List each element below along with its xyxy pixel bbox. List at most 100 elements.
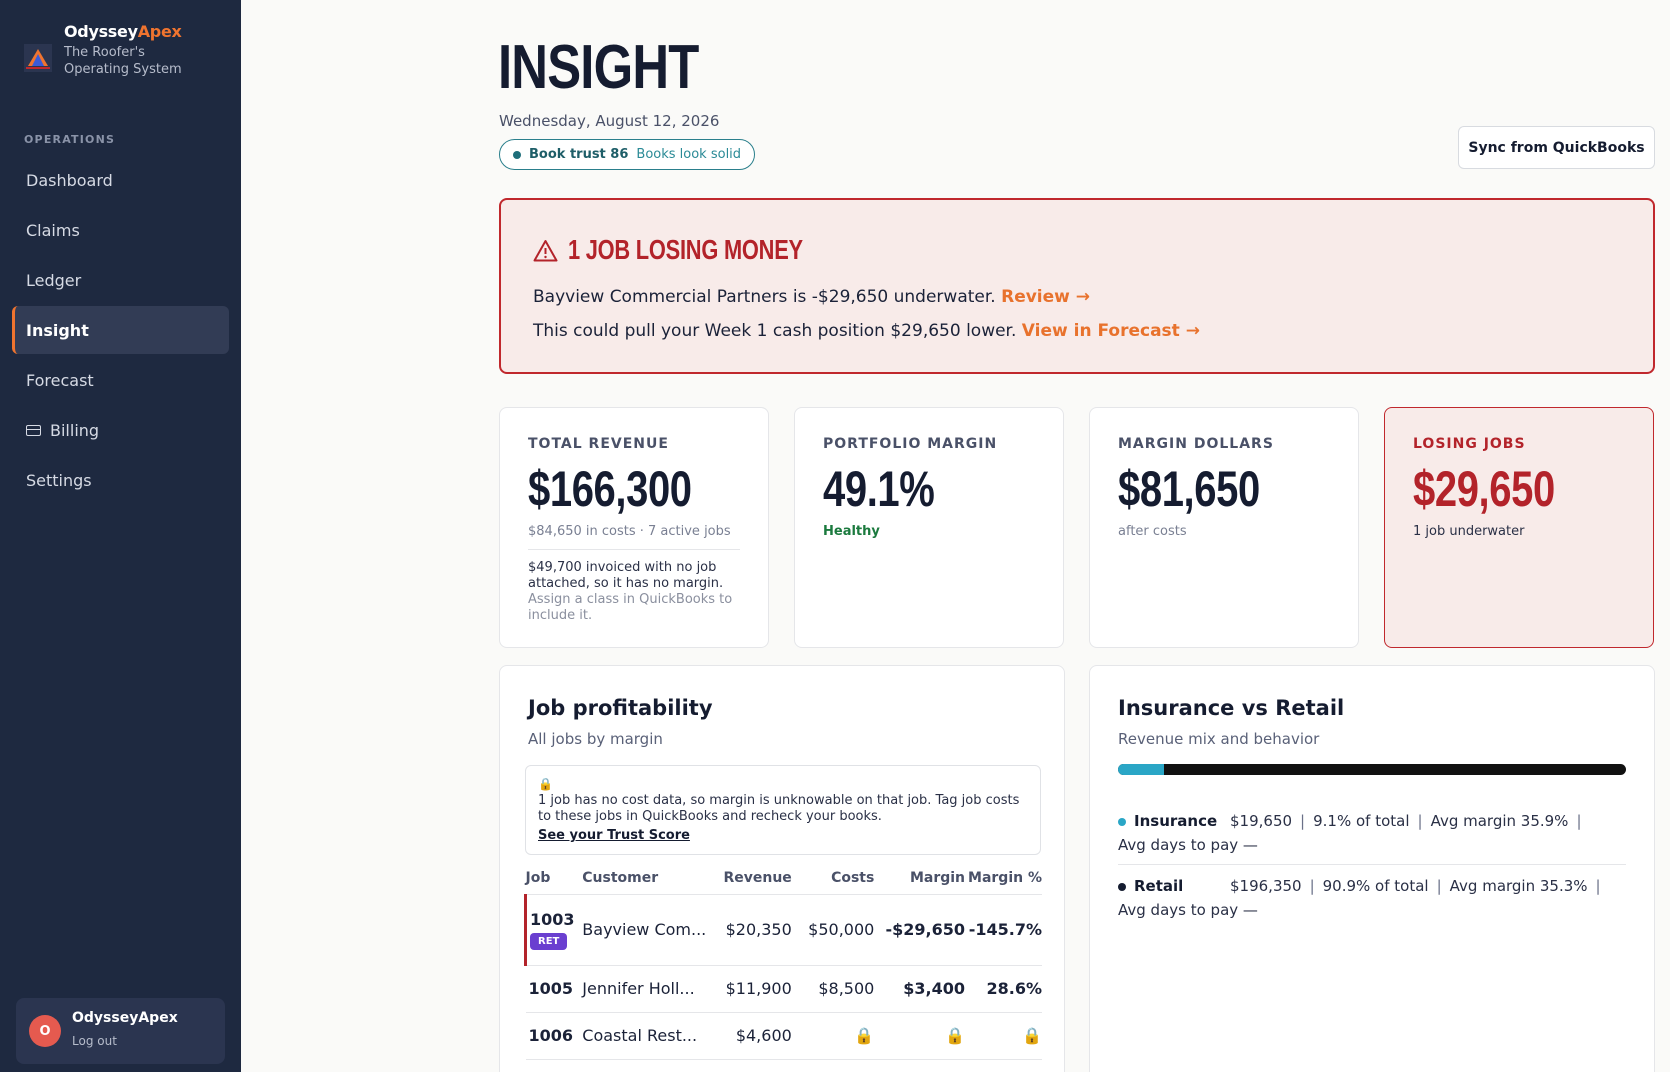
insurance-retail-panel: Insurance vs Retail Revenue mix and beha… — [1089, 665, 1655, 1072]
alert-title: 1 JOB LOSING MONEY — [533, 234, 869, 266]
costs-cell: $50,000 — [791, 894, 875, 966]
kpi-sub: $84,650 in costs · 7 active jobs — [528, 524, 731, 539]
alert-text: Bayview Commercial Partners is -$29,650 … — [533, 287, 996, 307]
kpi-value: $29,650 — [1413, 461, 1555, 517]
sidebar-item-settings[interactable]: Settings — [12, 456, 229, 504]
kpi-label: LOSING JOBS — [1413, 436, 1526, 452]
page-date: Wednesday, August 12, 2026 — [499, 112, 720, 130]
job-id: 1003 — [530, 909, 575, 929]
revenue-cell: $4,600 — [712, 1012, 792, 1060]
kpi-losing-jobs[interactable]: LOSING JOBS $29,650 1 job underwater — [1384, 407, 1654, 648]
segment-share: 90.9% of total — [1322, 877, 1429, 895]
brand-tagline: The Roofer's Operating System — [64, 45, 182, 77]
brand-name: OdysseyApex — [64, 22, 182, 41]
sidebar-item-claims[interactable]: Claims — [12, 206, 229, 254]
kpi-value: $81,650 — [1118, 461, 1260, 517]
segment-name: Retail — [1134, 877, 1184, 895]
divider — [1118, 864, 1626, 865]
panel-subtitle: All jobs by margin — [528, 730, 663, 748]
user-name: OdysseyApex — [72, 1010, 178, 1026]
insurance-share-fill — [1118, 764, 1165, 775]
kpi-note: $49,700 invoiced with no job attached, s… — [528, 560, 740, 624]
segment-amount: $196,350 — [1230, 877, 1302, 895]
margin-cell: $3,400 — [874, 965, 966, 1013]
sidebar-item-label: Forecast — [26, 370, 94, 390]
sidebar-item-billing[interactable]: Billing — [12, 406, 229, 454]
sidebar-nav: Dashboard Claims Ledger Insight Forecast… — [12, 156, 229, 506]
trust-score-link[interactable]: See your Trust Score — [538, 828, 690, 843]
retail-badge: RET — [530, 932, 568, 950]
trust-status: Books look solid — [636, 147, 742, 162]
column-header[interactable]: Margin — [874, 862, 966, 895]
review-link[interactable]: Review → — [1001, 287, 1091, 307]
column-header[interactable]: Revenue — [712, 862, 792, 895]
job-id-cell: 1006 — [525, 1012, 583, 1060]
trust-score-badge[interactable]: Book trust 86 Books look solid — [499, 139, 756, 170]
kpi-portfolio-margin: PORTFOLIO MARGIN 49.1% Healthy — [794, 407, 1064, 648]
revenue-cell: $11,900 — [712, 965, 792, 1013]
table-row[interactable]: 1005 Jennifer Holl... $11,900 $8,500 $3,… — [525, 965, 1042, 1013]
lock-icon: 🔒 — [965, 1012, 1042, 1060]
kpi-label: TOTAL REVENUE — [528, 436, 669, 452]
segment-margin: Avg margin 35.3% — [1449, 877, 1588, 895]
table-row[interactable]: 1006 Coastal Rest... $4,600 🔒 🔒 🔒 — [525, 1012, 1042, 1060]
kpi-margin-dollars: MARGIN DOLLARS $81,650 after costs — [1089, 407, 1359, 648]
retail-dot-icon — [1118, 882, 1126, 891]
table-header-row: Job Customer Revenue Costs Margin Margin… — [525, 862, 1042, 895]
alert-text: This could pull your Week 1 cash positio… — [533, 321, 1017, 341]
sidebar-item-label: Ledger — [26, 270, 82, 290]
revenue-cell: $20,350 — [712, 894, 792, 966]
nav-section-label: OPERATIONS — [24, 133, 116, 146]
table-row[interactable]: 1003 RET Bayview Com... $20,350 $50,000 … — [524, 894, 1042, 966]
status-dot-icon — [513, 150, 521, 159]
customer-cell: Coastal Rest... — [582, 1012, 713, 1060]
column-header[interactable]: Customer — [582, 862, 713, 895]
panel-subtitle: Revenue mix and behavior — [1118, 730, 1320, 748]
sidebar-item-forecast[interactable]: Forecast — [12, 356, 229, 404]
sidebar-item-insight[interactable]: Insight — [12, 306, 229, 354]
margin-cell: -$29,650 — [874, 894, 966, 966]
kpi-value: 49.1% — [823, 461, 935, 517]
kpi-note-muted: Assign a class in QuickBooks to include … — [528, 592, 733, 623]
panel-title: Job profitability — [528, 696, 713, 720]
brand[interactable]: OdysseyApex The Roofer's Operating Syste… — [24, 22, 214, 78]
kpi-total-revenue: TOTAL REVENUE $166,300 $84,650 in costs … — [499, 407, 769, 648]
sidebar-item-label: Billing — [50, 420, 100, 440]
column-header[interactable]: Costs — [791, 862, 875, 895]
logo-icon — [24, 44, 52, 72]
kpi-sub: Healthy — [823, 524, 880, 539]
kpi-note-text: $49,700 invoiced with no job attached, s… — [528, 560, 724, 591]
column-header[interactable]: Margin % — [965, 862, 1042, 895]
alert-title-text: 1 JOB LOSING MONEY — [568, 234, 803, 265]
lock-icon: 🔒 — [538, 777, 553, 791]
divider — [528, 549, 740, 550]
customer-cell: Bayview Com... — [582, 894, 713, 966]
sidebar-item-ledger[interactable]: Ledger — [12, 256, 229, 304]
retail-row: Retail $196,350 | 90.9% of total | Avg margin… — [1118, 874, 1626, 922]
revenue-mix-bar — [1118, 764, 1626, 775]
segment-name: Insurance — [1134, 812, 1218, 830]
sidebar: OdysseyApex The Roofer's Operating Syste… — [0, 0, 241, 1072]
costs-cell: $8,500 — [791, 965, 875, 1013]
lock-icon: 🔒 — [874, 1012, 966, 1060]
column-header[interactable]: Job — [525, 862, 583, 895]
insurance-dot-icon — [1118, 817, 1126, 826]
avatar[interactable]: O — [29, 1015, 61, 1047]
view-forecast-link[interactable]: View in Forecast → — [1021, 321, 1200, 341]
kpi-label: PORTFOLIO MARGIN — [823, 436, 998, 452]
trust-score: Book trust 86 — [529, 147, 629, 162]
missing-cost-notice: 🔒 1 job has no cost data, so margin is u… — [525, 765, 1041, 855]
margin-pct-cell: -145.7% — [965, 894, 1042, 966]
alert-line-1: Bayview Commercial Partners is -$29,650 … — [533, 287, 1090, 307]
warning-icon — [533, 239, 558, 261]
logout-link[interactable]: Log out — [72, 1034, 117, 1048]
segment-amount: $19,650 — [1230, 812, 1293, 830]
insurance-row: Insurance $19,650 | 9.1% of total | Avg margi… — [1118, 809, 1626, 857]
sync-quickbooks-button[interactable]: Sync from QuickBooks — [1458, 126, 1655, 169]
sidebar-item-label: Settings — [26, 470, 92, 490]
jobs-table: Job Customer Revenue Costs Margin Margin… — [524, 862, 1042, 1060]
sidebar-item-dashboard[interactable]: Dashboard — [12, 156, 229, 204]
segment-margin: Avg margin 35.9% — [1430, 812, 1569, 830]
sidebar-item-label: Dashboard — [26, 170, 113, 190]
credit-card-icon — [26, 424, 41, 436]
